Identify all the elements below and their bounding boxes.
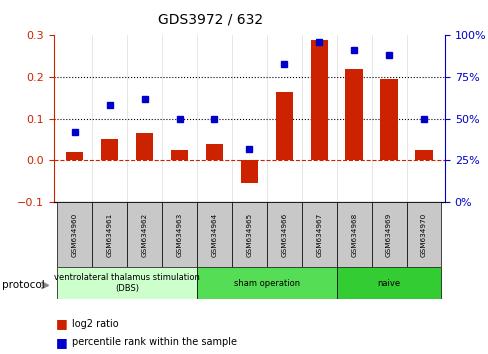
Text: GSM634967: GSM634967 [316,212,322,257]
Bar [345,69,362,160]
Bar [57,267,197,299]
Bar [170,150,188,160]
Text: GSM634966: GSM634966 [281,212,287,257]
Text: GSM634961: GSM634961 [106,212,112,257]
Bar [197,202,231,267]
Text: sham operation: sham operation [233,279,299,288]
Text: percentile rank within the sample: percentile rank within the sample [72,337,237,347]
Text: GSM634965: GSM634965 [246,212,252,257]
Text: naive: naive [377,279,400,288]
Bar [101,139,118,160]
Text: GSM634962: GSM634962 [142,212,147,257]
Bar [414,150,432,160]
Bar [336,202,371,267]
Bar [406,202,441,267]
Text: GSM634968: GSM634968 [350,212,356,257]
Text: ■: ■ [56,336,68,349]
Text: GSM634964: GSM634964 [211,212,217,257]
Bar [275,92,292,160]
Bar [310,40,327,160]
Bar [136,133,153,160]
Text: GSM634970: GSM634970 [420,212,426,257]
Bar [371,202,406,267]
Bar [301,202,336,267]
Bar [266,202,301,267]
Text: ■: ■ [56,318,68,330]
Bar [240,160,258,183]
Text: GSM634963: GSM634963 [176,212,182,257]
Bar [336,267,441,299]
Bar [197,267,336,299]
Bar [92,202,127,267]
Bar [66,152,83,160]
Text: ventrolateral thalamus stimulation
(DBS): ventrolateral thalamus stimulation (DBS) [54,274,200,293]
Text: protocol: protocol [2,280,45,290]
Text: GSM634969: GSM634969 [386,212,391,257]
Bar [205,144,223,160]
Bar [57,202,92,267]
Bar [127,202,162,267]
Bar [380,79,397,160]
Text: GSM634960: GSM634960 [72,212,78,257]
Text: GDS3972 / 632: GDS3972 / 632 [158,12,262,27]
Bar [231,202,266,267]
Text: log2 ratio: log2 ratio [72,319,119,329]
Bar [162,202,197,267]
